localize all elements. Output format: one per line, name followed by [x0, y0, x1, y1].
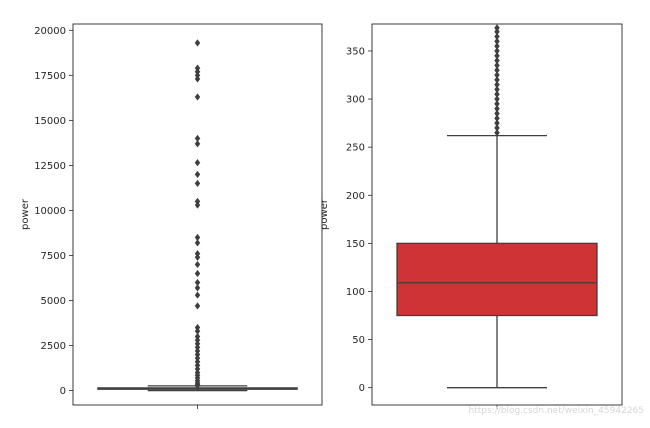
- outlier-point: [194, 302, 201, 310]
- outlier-point: [494, 90, 500, 98]
- outlier-point: [494, 124, 500, 132]
- y-tick-label: 15000: [34, 116, 66, 127]
- outlier-point: [194, 75, 201, 83]
- outlier-point: [194, 39, 201, 47]
- outlier-point: [194, 93, 201, 101]
- outlier-point: [494, 95, 500, 103]
- outlier-point: [494, 24, 500, 32]
- outlier-point: [194, 140, 201, 148]
- y-tick-label: 2500: [41, 341, 66, 352]
- box-iqr: [396, 242, 598, 317]
- outlier-point: [194, 201, 201, 209]
- plot-frame: [72, 23, 323, 406]
- y-tick-label: 20000: [34, 26, 66, 37]
- y-tick-label: 12500: [34, 161, 66, 172]
- y-axis-label: power: [20, 198, 31, 230]
- outlier-point: [194, 291, 201, 299]
- y-tick-label: 200: [346, 191, 365, 202]
- outlier-point: [194, 269, 201, 278]
- outlier-point: [494, 114, 500, 123]
- outlier-point: [494, 42, 500, 50]
- outlier-point: [194, 260, 201, 269]
- outlier-point: [194, 170, 201, 179]
- outlier-point: [494, 119, 500, 127]
- chart-panel-1: 0 2500 5000 7500 10000 12500 15000 17500 20000 po…: [20, 23, 323, 409]
- y-tick-label: 100: [346, 287, 365, 298]
- outlier-point: [494, 85, 500, 94]
- y-tick-label: 10000: [34, 206, 66, 217]
- y-tick-label: 350: [346, 46, 365, 57]
- outlier-point: [494, 32, 500, 41]
- outlier-point: [494, 80, 500, 89]
- outlier-point: [494, 66, 500, 74]
- outlier-point: [494, 61, 500, 70]
- outlier-point: [494, 47, 500, 55]
- outlier-point: [494, 27, 500, 36]
- outlier-point: [494, 104, 500, 113]
- y-tick-label: 17500: [34, 71, 66, 82]
- outlier-point: [494, 37, 500, 46]
- y-tick-label: 50: [352, 335, 365, 346]
- y-tick-label: 150: [346, 239, 365, 250]
- y-axis-label: power: [319, 198, 330, 230]
- outlier-point: [194, 158, 201, 167]
- y-tick-label: 250: [346, 143, 365, 154]
- y-tick-label: 5000: [41, 296, 66, 307]
- outlier-point: [494, 129, 500, 137]
- y-tick-label: 0: [60, 386, 66, 397]
- y-tick-label: 300: [346, 95, 365, 106]
- outlier-point: [194, 179, 201, 188]
- y-tick-label: 7500: [41, 251, 66, 262]
- y-tick-label: 0: [359, 383, 365, 394]
- outlier-point: [494, 76, 500, 84]
- outlier-point: [194, 381, 201, 390]
- outlier-point: [494, 109, 500, 118]
- outlier-point: [194, 284, 201, 292]
- watermark-text: https://blog.csdn.net/weixin_45942265: [468, 406, 644, 416]
- outlier-point: [494, 100, 500, 108]
- chart-panel-2: 0 50 100 150 200 250 300 350 power: [319, 23, 623, 409]
- outlier-point: [494, 71, 500, 79]
- outlier-point: [194, 253, 201, 262]
- plot-frame: [371, 23, 623, 406]
- outlier-point: [494, 52, 500, 60]
- outlier-point: [194, 239, 201, 247]
- outlier-point: [494, 56, 500, 65]
